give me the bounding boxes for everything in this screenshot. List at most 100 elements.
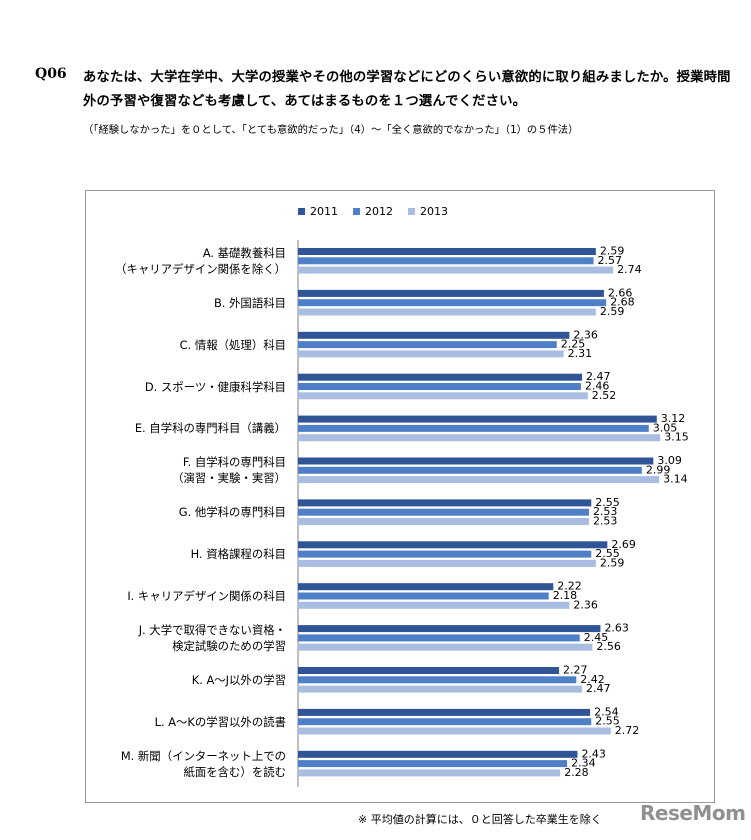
category-label: E. 自学科の専門科目（講義） <box>86 420 286 436</box>
data-label-2011: 2.55 <box>595 496 620 509</box>
data-label-2013: 3.14 <box>663 473 688 486</box>
bar-2011 <box>298 289 604 297</box>
data-label-2013: 2.52 <box>592 389 617 402</box>
bar-2011 <box>298 373 583 381</box>
category-label-line: （演習・実験・実習） <box>172 471 286 486</box>
data-label-2013: 2.31 <box>568 347 593 360</box>
category-label: A. 基礎教養科目 （キャリアデザイン関係を除く） <box>86 245 286 277</box>
bar-2011 <box>298 499 592 507</box>
bar-2012 <box>298 424 649 432</box>
category-label-line: M. 新聞（インターネット上での <box>120 748 286 763</box>
bar-2013 <box>298 392 588 400</box>
category-label: B. 外国語科目 <box>86 295 286 311</box>
legend-item-2011: 2011 <box>298 203 338 221</box>
chart-frame: 2011 2012 2013 A. 基礎教養科目 （キャリアデザイン関係を除く） B. … <box>85 190 715 803</box>
data-label-2013: 2.36 <box>573 598 598 611</box>
data-label-2012: 2.68 <box>610 296 635 309</box>
data-label-2013: 2.28 <box>564 766 589 779</box>
data-label-2011: 3.09 <box>657 454 682 467</box>
data-label-2012: 2.53 <box>593 505 618 518</box>
data-label-2013: 2.74 <box>617 263 642 276</box>
footnote: ※ 平均値の計算には、０と回答した卒業生を除く <box>358 813 602 826</box>
category-label-line: B. 外国語科目 <box>213 295 286 310</box>
data-label-2011: 2.47 <box>586 370 611 383</box>
bar-2012 <box>298 550 592 558</box>
bar-2012 <box>298 341 557 349</box>
bar-2012 <box>298 634 580 642</box>
bar-2011 <box>298 331 570 339</box>
category-label: L. A〜Kの学習以外の読書 <box>86 714 286 730</box>
data-label-2011: 2.63 <box>604 622 629 635</box>
category-label-line: H. 資格課程の科目 <box>190 547 286 562</box>
data-label-2011: 2.69 <box>611 538 636 551</box>
category-label-line: E. 自学科の専門科目（講義） <box>134 421 286 436</box>
data-label-2011: 2.66 <box>608 286 633 299</box>
legend-swatch-2012 <box>353 207 360 215</box>
data-label-2012: 2.34 <box>571 757 596 770</box>
bar-2013 <box>298 476 660 484</box>
bar-2013 <box>298 434 661 442</box>
category-label-line: K. A〜J以外の学習 <box>191 672 286 687</box>
data-label-2012: 2.55 <box>595 715 620 728</box>
question-note: （「経験しなかった」を０として、「とても意欲的だった」（4）〜「全く意欲的でなか… <box>83 124 579 136</box>
bar-2011 <box>298 541 608 549</box>
category-label-line: （キャリアデザイン関係を除く） <box>115 261 286 276</box>
bar-2012 <box>298 383 581 390</box>
category-label: I. キャリアデザイン関係の科目 <box>86 588 286 604</box>
category-label-line: I. キャリアデザイン関係の科目 <box>127 589 286 603</box>
data-label-2013: 2.47 <box>586 682 611 695</box>
bar-2012 <box>298 257 594 265</box>
data-label-2012: 2.55 <box>595 547 620 560</box>
bar-2012 <box>298 760 568 768</box>
bar-2011 <box>298 750 578 758</box>
data-label-2012: 2.25 <box>561 338 586 351</box>
data-label-2012: 2.45 <box>584 631 609 644</box>
data-label-2013: 2.72 <box>615 724 640 737</box>
legend-swatch-2011 <box>298 207 305 215</box>
bar-2012 <box>298 299 607 307</box>
category-label-line: C. 情報（処理）科目 <box>179 337 286 352</box>
category-label-line: A. 基礎教養科目 <box>202 245 286 260</box>
data-label-2013: 2.59 <box>600 556 625 569</box>
category-label: F. 自学科の専門科目 （演習・実験・実習） <box>86 454 286 486</box>
bar-2011 <box>298 708 591 716</box>
bar-2012 <box>298 676 577 684</box>
data-label-2012: 2.57 <box>598 254 623 267</box>
legend-item-2013: 2013 <box>408 203 448 221</box>
category-label: M. 新聞（インターネット上での 紙面を含む）を読む <box>86 748 286 780</box>
data-label-2012: 2.99 <box>646 463 671 476</box>
bar-2011 <box>298 248 596 255</box>
data-label-2011: 2.43 <box>581 747 606 760</box>
bar-2011 <box>298 583 554 591</box>
bar-2013 <box>298 308 596 316</box>
bar-2011 <box>298 415 657 423</box>
data-label-2012: 2.46 <box>585 380 610 393</box>
category-label: D. スポーツ・健康科学科目 <box>86 379 286 395</box>
data-label-2013: 3.15 <box>664 431 689 444</box>
category-label-line: F. 自学科の専門科目 <box>182 455 286 470</box>
bar-2012 <box>298 508 589 516</box>
bar-2013 <box>298 266 614 274</box>
bar-2013 <box>298 601 570 609</box>
data-label-2012: 2.42 <box>580 673 605 686</box>
data-label-2013: 2.59 <box>600 305 625 318</box>
legend-swatch-2013 <box>408 207 415 215</box>
data-label-2012: 2.18 <box>553 589 578 602</box>
category-label: C. 情報（処理）科目 <box>86 337 286 353</box>
category-label: K. A〜J以外の学習 <box>86 672 286 688</box>
question-number: Q06 <box>35 66 67 82</box>
data-label-2011: 2.36 <box>573 328 598 341</box>
bar-2013 <box>298 559 596 567</box>
bar-2011 <box>298 667 560 674</box>
bar-chart-plot: 2.592.572.742.662.682.592.362.252.312.47… <box>297 240 689 787</box>
bar-2013 <box>298 727 611 735</box>
legend-label: 2013 <box>420 205 448 218</box>
bar-2013 <box>298 518 589 525</box>
bar-2012 <box>298 592 549 600</box>
category-label-line: L. A〜Kの学習以外の読書 <box>154 714 286 729</box>
bar-2012 <box>298 466 642 474</box>
category-label-line: J. 大学で取得できない資格・ <box>138 622 286 637</box>
data-label-2013: 2.53 <box>593 515 618 528</box>
category-label: J. 大学で取得できない資格・ 検定試験のための学習 <box>86 622 286 654</box>
legend-label: 2011 <box>310 205 338 218</box>
